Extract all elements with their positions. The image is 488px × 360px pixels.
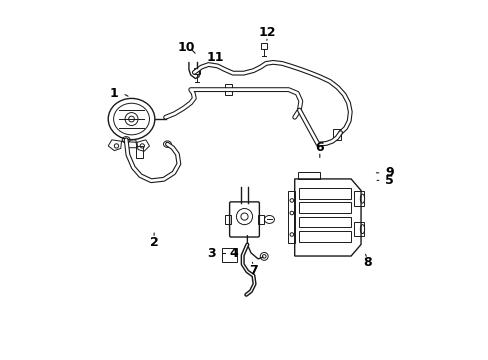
Text: 12: 12 bbox=[259, 26, 276, 39]
Bar bbox=[224, 215, 230, 224]
Bar bbox=[298, 231, 350, 242]
Text: 1: 1 bbox=[109, 87, 118, 100]
Text: 4: 4 bbox=[229, 247, 238, 260]
Bar bbox=[261, 43, 266, 49]
Text: 11: 11 bbox=[206, 51, 224, 64]
Text: 5: 5 bbox=[384, 174, 393, 186]
Bar bbox=[136, 146, 142, 158]
Bar bbox=[353, 222, 363, 236]
Bar bbox=[287, 192, 295, 243]
Text: 10: 10 bbox=[177, 41, 195, 54]
Bar bbox=[298, 172, 319, 179]
Text: 3: 3 bbox=[207, 247, 215, 260]
Bar bbox=[224, 84, 231, 95]
Text: 7: 7 bbox=[248, 264, 257, 277]
Bar bbox=[258, 215, 264, 224]
Text: 6: 6 bbox=[315, 140, 324, 153]
Bar bbox=[298, 217, 350, 227]
Text: 9: 9 bbox=[384, 166, 393, 179]
Bar bbox=[298, 188, 350, 199]
Bar bbox=[333, 129, 341, 140]
Bar bbox=[353, 192, 363, 206]
Circle shape bbox=[125, 113, 138, 126]
Text: 2: 2 bbox=[149, 236, 158, 249]
Bar bbox=[298, 202, 350, 213]
Bar bbox=[194, 68, 200, 74]
Text: 8: 8 bbox=[362, 256, 371, 269]
Bar bbox=[222, 248, 236, 262]
